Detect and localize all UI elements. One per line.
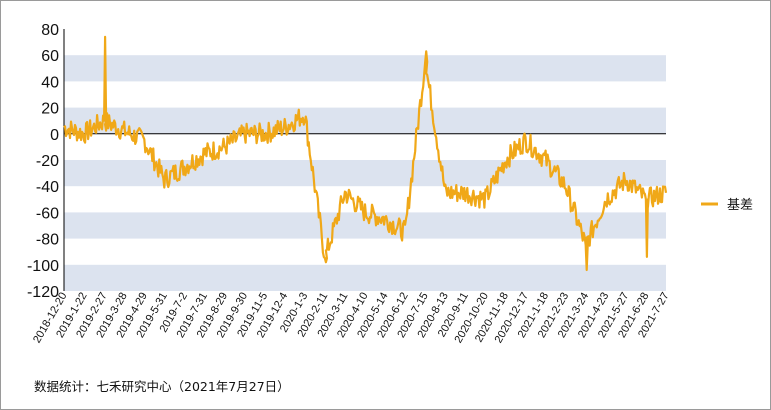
y-tick-label: 60 <box>41 48 59 65</box>
legend-label: 基差 <box>727 198 753 213</box>
grid-bands <box>64 55 666 291</box>
grid-band <box>64 55 666 82</box>
y-axis-ticks: 80 60 40 20 0 -20 -40 -60 -80 -100 -120 <box>27 22 59 301</box>
grid-band <box>64 107 666 134</box>
y-tick-label: 80 <box>41 22 59 39</box>
y-tick-label: -20 <box>36 153 59 170</box>
source-note: 数据统计：七禾研究中心（2021年7月27日） <box>34 379 290 394</box>
y-tick-label: -60 <box>36 205 59 222</box>
grid-band <box>64 264 666 291</box>
series-layer <box>63 35 668 272</box>
legend: 基差 <box>701 198 753 213</box>
y-tick-label: -100 <box>27 258 59 275</box>
y-tick-label: -120 <box>27 284 59 301</box>
y-tick-label: 20 <box>41 101 59 118</box>
series-line-basis <box>63 35 668 272</box>
y-tick-label: -40 <box>36 179 59 196</box>
y-tick-label: -80 <box>36 232 59 249</box>
axes <box>63 29 666 291</box>
y-tick-label: 40 <box>41 74 59 91</box>
y-tick-label: 0 <box>50 127 59 144</box>
x-axis-ticks: 2018-12-202019-1-222019-2-272019-3-28201… <box>31 291 672 346</box>
